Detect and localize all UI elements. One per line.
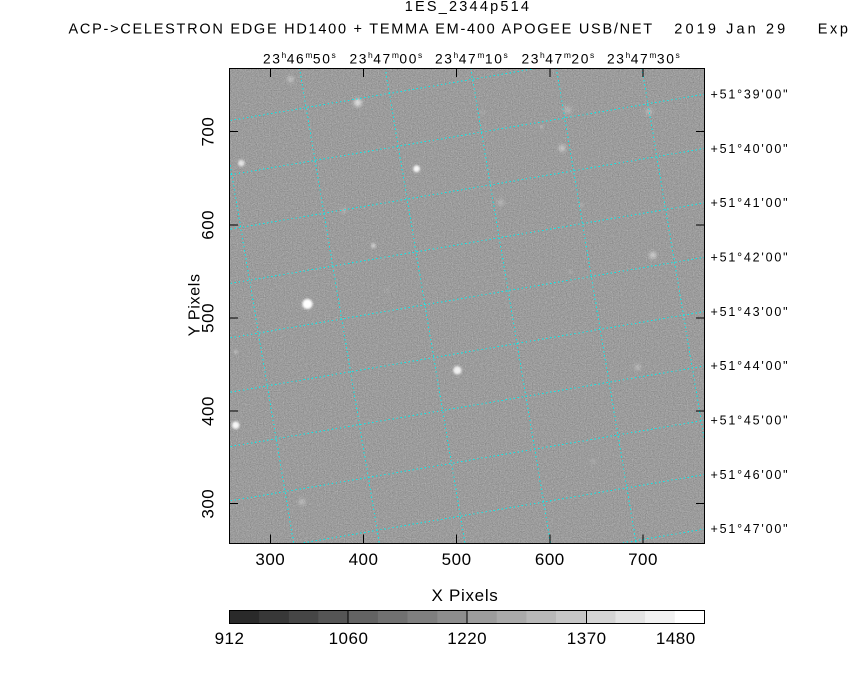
svg-text:400: 400	[199, 396, 218, 426]
svg-text:400: 400	[349, 550, 379, 569]
svg-text:700: 700	[199, 117, 218, 147]
svg-text:+51°43'00": +51°43'00"	[711, 305, 790, 319]
svg-text:23h47m30s: 23h47m30s	[607, 50, 680, 67]
svg-text:1480: 1480	[656, 629, 696, 648]
svg-text:600: 600	[199, 210, 218, 240]
svg-text:1220: 1220	[447, 629, 487, 648]
svg-text:ACP->CELESTRON EDGE HD1400 + T: ACP->CELESTRON EDGE HD1400 + TEMMA EM-40…	[69, 21, 653, 37]
svg-text:1ES_2344p514: 1ES_2344p514	[405, 0, 529, 15]
svg-text:Y Pixels: Y Pixels	[187, 273, 204, 336]
svg-text:600: 600	[535, 550, 565, 569]
svg-text:23h47m00s: 23h47m00s	[350, 50, 423, 67]
svg-text:+51°44'00": +51°44'00"	[711, 359, 790, 373]
svg-text:Exp: Exp	[818, 21, 848, 37]
svg-text:1060: 1060	[329, 629, 369, 648]
svg-text:23h46m50s: 23h46m50s	[263, 50, 336, 67]
svg-text:X Pixels: X Pixels	[431, 586, 498, 605]
svg-text:500: 500	[199, 303, 218, 333]
svg-text:300: 300	[199, 489, 218, 519]
svg-text:23h47m20s: 23h47m20s	[522, 50, 595, 67]
svg-text:+51°42'00": +51°42'00"	[711, 250, 790, 264]
svg-text:+51°46'00": +51°46'00"	[711, 468, 790, 482]
svg-text:+51°39'00": +51°39'00"	[711, 87, 790, 101]
svg-text:2019 Jan 29: 2019 Jan 29	[674, 21, 785, 37]
svg-text:+51°41'00": +51°41'00"	[711, 196, 790, 210]
svg-text:912: 912	[215, 629, 245, 648]
svg-text:+51°45'00": +51°45'00"	[711, 414, 790, 428]
svg-text:+51°47'00": +51°47'00"	[711, 522, 790, 536]
svg-text:23h47m10s: 23h47m10s	[435, 50, 508, 67]
svg-text:300: 300	[255, 550, 285, 569]
svg-text:+51°40'00": +51°40'00"	[711, 142, 790, 156]
svg-text:1370: 1370	[567, 629, 607, 648]
svg-text:700: 700	[628, 550, 658, 569]
svg-text:500: 500	[442, 550, 472, 569]
